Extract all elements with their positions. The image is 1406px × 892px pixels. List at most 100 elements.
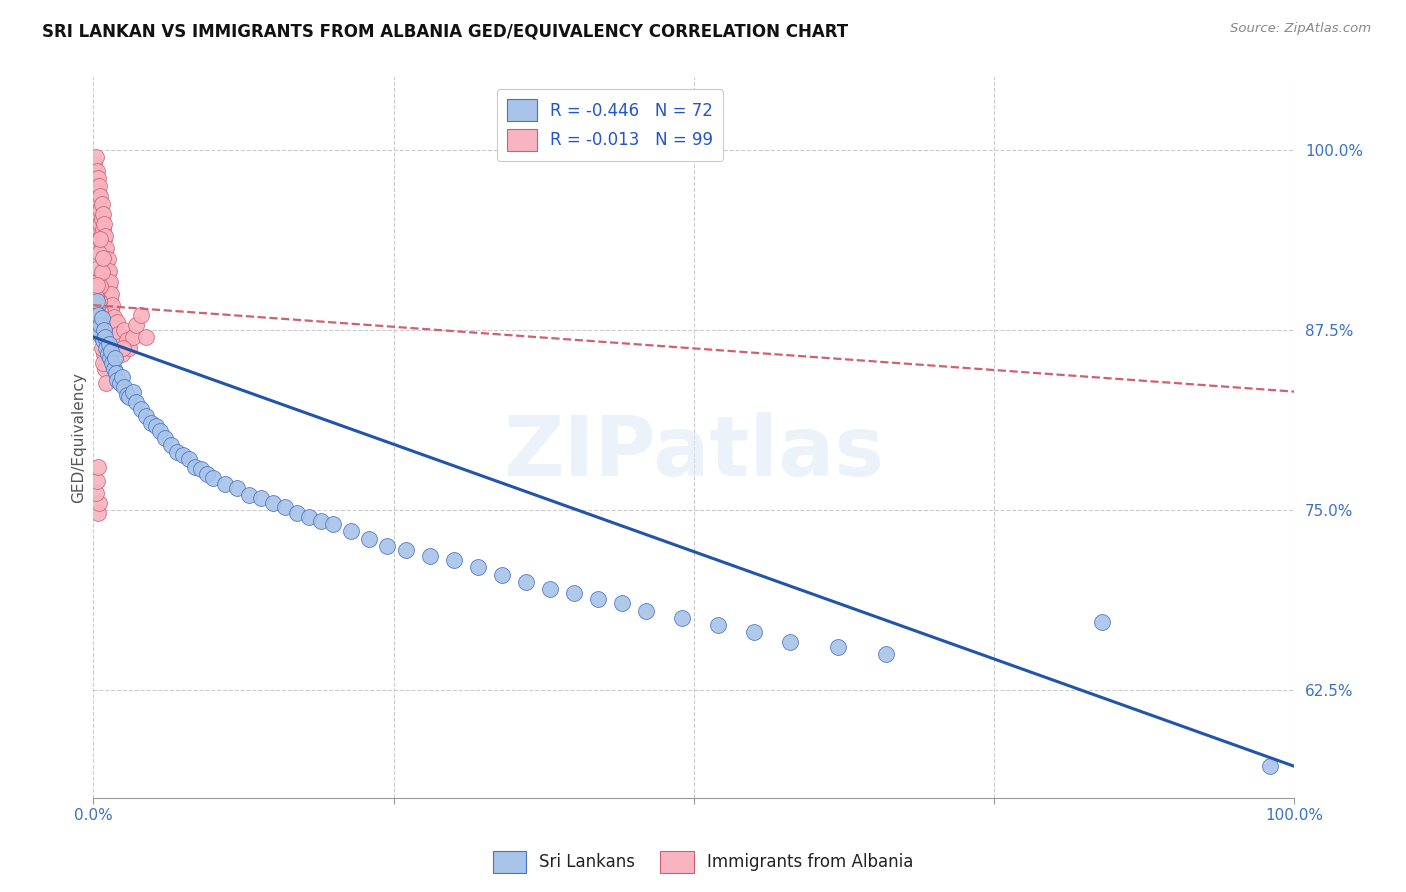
Point xyxy=(89,279,111,293)
Point xyxy=(298,510,321,524)
Point xyxy=(86,474,108,488)
Point xyxy=(87,200,110,214)
Point xyxy=(97,337,120,351)
Point xyxy=(359,532,381,546)
Point xyxy=(91,207,114,221)
Point xyxy=(586,592,609,607)
Point xyxy=(98,351,121,366)
Point xyxy=(104,351,127,366)
Point xyxy=(515,574,537,589)
Point xyxy=(93,323,115,337)
Point xyxy=(125,318,148,333)
Point xyxy=(103,361,125,376)
Point xyxy=(262,495,284,509)
Point xyxy=(98,289,121,303)
Point xyxy=(89,495,111,509)
Point xyxy=(84,269,107,284)
Point xyxy=(89,207,111,221)
Point xyxy=(202,471,225,485)
Point xyxy=(90,265,112,279)
Point xyxy=(94,330,117,344)
Point xyxy=(340,524,363,539)
Text: Source: ZipAtlas.com: Source: ZipAtlas.com xyxy=(1230,22,1371,36)
Point xyxy=(112,342,135,356)
Point xyxy=(125,394,148,409)
Point xyxy=(250,491,273,506)
Point xyxy=(89,188,111,202)
Point xyxy=(491,567,513,582)
Point xyxy=(98,275,121,289)
Point xyxy=(111,347,134,361)
Point xyxy=(274,500,297,514)
Point xyxy=(94,258,117,272)
Point xyxy=(184,459,207,474)
Point xyxy=(86,323,108,337)
Point xyxy=(90,226,112,240)
Point xyxy=(96,376,118,390)
Point xyxy=(100,301,122,315)
Point xyxy=(90,240,112,254)
Point xyxy=(172,448,194,462)
Point xyxy=(90,342,112,356)
Point xyxy=(875,647,897,661)
Point xyxy=(129,308,152,322)
Point xyxy=(87,186,110,200)
Point xyxy=(100,344,122,359)
Point xyxy=(135,409,157,424)
Point xyxy=(89,221,111,235)
Point xyxy=(87,459,110,474)
Point xyxy=(86,301,108,315)
Point xyxy=(90,311,112,326)
Point xyxy=(83,178,105,193)
Point xyxy=(238,488,260,502)
Point xyxy=(103,310,125,324)
Point xyxy=(89,232,111,246)
Point xyxy=(419,549,441,563)
Point xyxy=(89,202,111,217)
Point xyxy=(160,438,183,452)
Text: SRI LANKAN VS IMMIGRANTS FROM ALBANIA GED/EQUIVALENCY CORRELATION CHART: SRI LANKAN VS IMMIGRANTS FROM ALBANIA GE… xyxy=(42,22,848,40)
Point xyxy=(827,640,849,654)
Point xyxy=(149,424,172,438)
Point xyxy=(84,289,107,303)
Point xyxy=(87,308,110,322)
Point xyxy=(779,635,801,649)
Point xyxy=(91,221,114,235)
Point xyxy=(91,333,114,347)
Point xyxy=(538,582,561,596)
Point xyxy=(87,298,110,312)
Point xyxy=(87,171,110,186)
Point xyxy=(322,517,344,532)
Point xyxy=(214,476,236,491)
Point xyxy=(108,376,131,390)
Point xyxy=(97,267,120,281)
Point xyxy=(96,240,118,254)
Text: ZIPatlas: ZIPatlas xyxy=(503,412,884,492)
Point xyxy=(94,244,117,258)
Point xyxy=(93,246,115,260)
Point xyxy=(94,229,117,244)
Point xyxy=(118,391,141,405)
Point xyxy=(89,236,111,251)
Point xyxy=(89,232,111,246)
Point xyxy=(84,171,107,186)
Point xyxy=(145,419,167,434)
Point xyxy=(89,312,111,326)
Point xyxy=(93,232,115,246)
Point xyxy=(111,370,134,384)
Point xyxy=(84,200,107,214)
Point xyxy=(671,611,693,625)
Point xyxy=(89,218,111,232)
Point xyxy=(101,298,124,312)
Legend: Sri Lankans, Immigrants from Albania: Sri Lankans, Immigrants from Albania xyxy=(486,845,920,880)
Point xyxy=(1091,615,1114,630)
Point xyxy=(90,197,112,211)
Point xyxy=(97,252,120,266)
Point xyxy=(97,347,120,361)
Point xyxy=(97,277,120,292)
Point xyxy=(121,384,143,399)
Point xyxy=(107,326,129,341)
Point xyxy=(121,330,143,344)
Point xyxy=(86,275,108,289)
Point xyxy=(443,553,465,567)
